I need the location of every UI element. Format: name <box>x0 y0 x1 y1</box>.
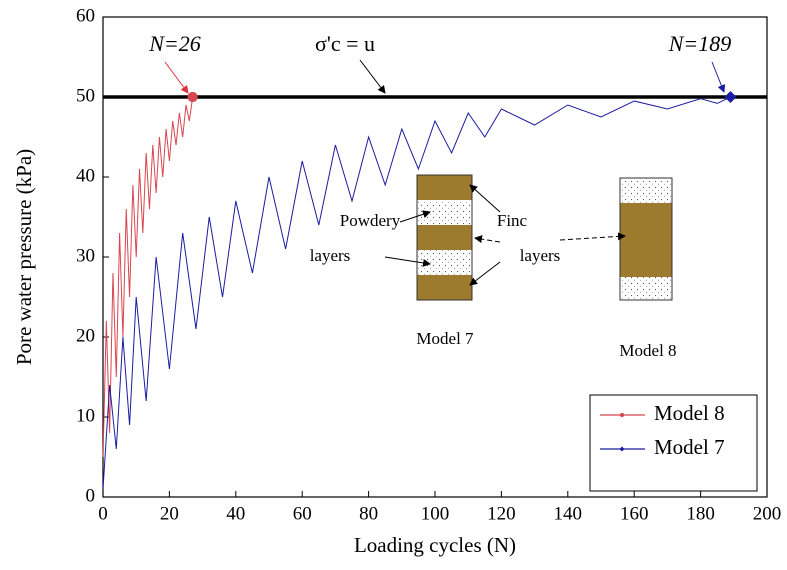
schematic-arrows <box>359 59 626 286</box>
y-tick-label: 0 <box>86 485 96 506</box>
x-tick-label: 200 <box>753 503 782 524</box>
series-line <box>102 96 194 458</box>
annotation: N=189 <box>668 31 732 56</box>
y-tick-label: 10 <box>76 405 95 426</box>
model-7-schematic <box>416 174 473 301</box>
y-tick-label: 40 <box>76 165 95 186</box>
x-tick-label: 40 <box>226 503 245 524</box>
x-tick-label: 80 <box>359 503 378 524</box>
legend-label: Model 7 <box>654 435 725 459</box>
x-axis-label: Loading cycles (N) <box>354 533 516 557</box>
y-tick-label: 30 <box>76 245 95 266</box>
legend-marker <box>619 446 625 452</box>
legend: Model 8 Model 7 <box>589 394 758 492</box>
x-tick-label: 20 <box>160 503 179 524</box>
x-tick-label: 140 <box>554 503 583 524</box>
annotation: N=26 <box>148 31 201 56</box>
annotation: Powdery <box>340 211 401 230</box>
y-tick-label: 50 <box>76 85 95 106</box>
legend-label: Model 8 <box>654 401 725 425</box>
x-tick-label: 120 <box>487 503 516 524</box>
series-line <box>102 96 731 490</box>
legend-marker <box>619 412 625 418</box>
y-tick-label: 60 <box>76 5 95 26</box>
y-tick-label: 20 <box>76 325 95 346</box>
legend-box <box>589 394 758 492</box>
annotation: layers <box>310 246 351 265</box>
annotation: σ'c = u <box>315 31 375 56</box>
annotation-arrow <box>711 61 726 93</box>
x-tick-label: 160 <box>620 503 649 524</box>
model-8-schematic <box>619 177 673 301</box>
x-tick-label: 180 <box>686 503 715 524</box>
x-tick-label: 100 <box>421 503 450 524</box>
y-axis-label: Pore water pressure (kPa) <box>12 149 36 365</box>
annotation: Model 7 <box>416 329 474 348</box>
annotation: Model 8 <box>619 341 676 360</box>
annotation: layers <box>520 246 561 265</box>
end-marker <box>724 91 737 103</box>
annotation: Finc <box>497 211 528 230</box>
x-tick-label: 60 <box>293 503 312 524</box>
end-marker <box>187 91 198 103</box>
x-tick-label: 0 <box>98 503 108 524</box>
annotation-arrow <box>164 61 189 94</box>
